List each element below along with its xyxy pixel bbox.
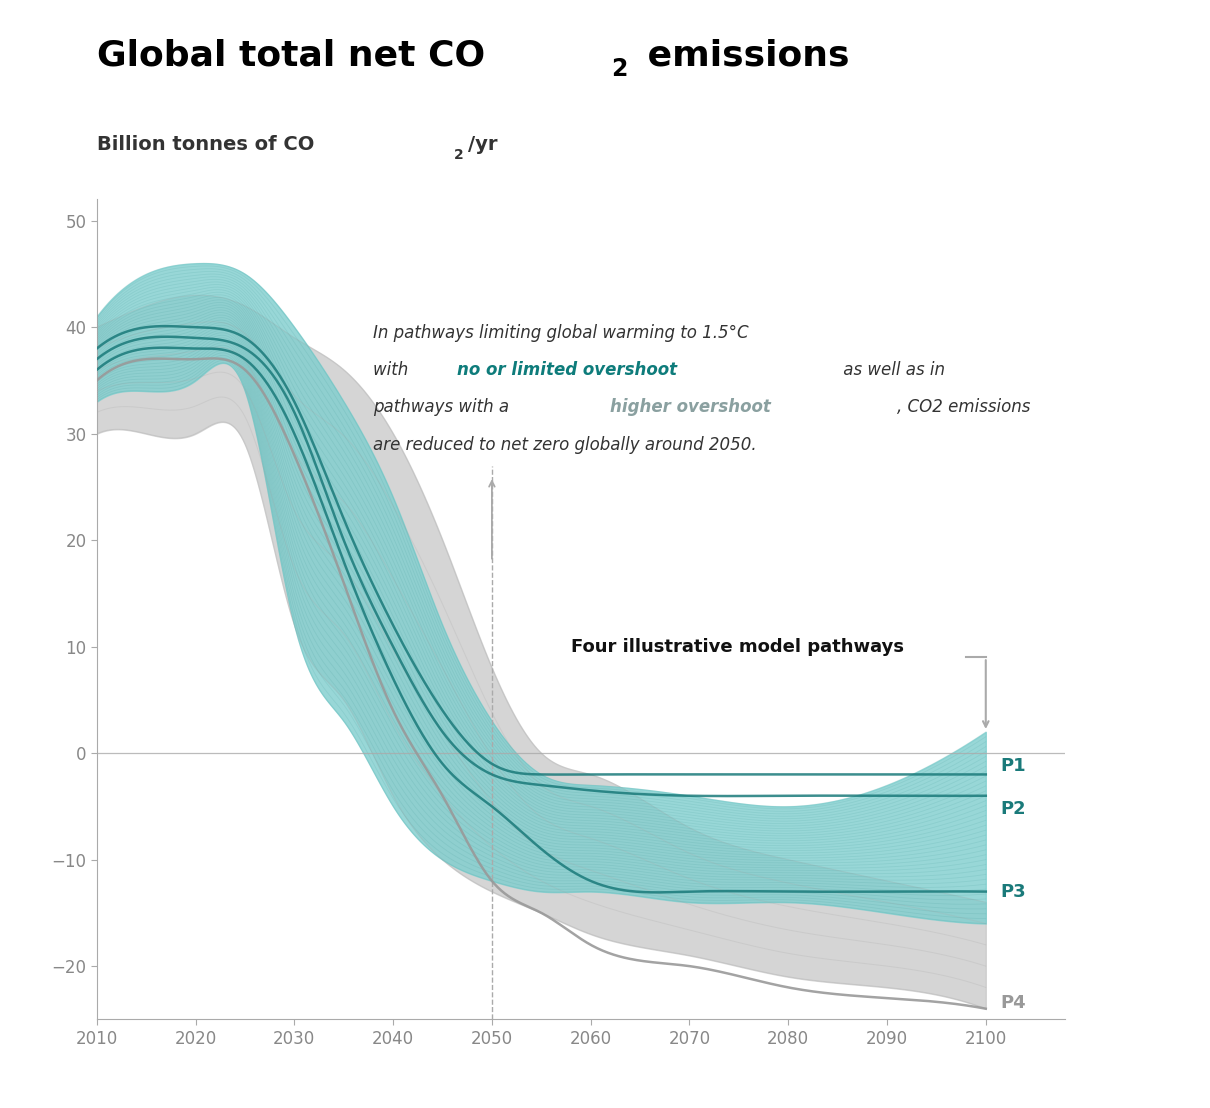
Text: are reduced to net zero globally around 2050.: are reduced to net zero globally around … (374, 435, 757, 453)
Text: pathways with a: pathways with a (374, 399, 514, 417)
Text: Billion tonnes of CO: Billion tonnes of CO (97, 134, 315, 154)
Text: 2: 2 (454, 148, 463, 162)
Text: , CO2 emissions: , CO2 emissions (897, 399, 1030, 417)
Text: 2: 2 (611, 57, 628, 81)
Text: emissions: emissions (635, 39, 849, 72)
Text: /yr: /yr (468, 134, 497, 154)
Text: with: with (374, 361, 414, 379)
Text: P2: P2 (1001, 800, 1026, 818)
Text: P3: P3 (1001, 883, 1026, 901)
Text: as well as in: as well as in (837, 361, 945, 379)
Text: no or limited overshoot: no or limited overshoot (457, 361, 678, 379)
Text: In pathways limiting global warming to 1.5°C: In pathways limiting global warming to 1… (374, 324, 749, 342)
Text: P1: P1 (1001, 757, 1026, 774)
Text: Four illustrative model pathways: Four illustrative model pathways (571, 638, 904, 656)
Text: higher overshoot: higher overshoot (610, 399, 771, 417)
Text: Global total net CO: Global total net CO (97, 39, 485, 72)
Text: P4: P4 (1001, 994, 1026, 1013)
